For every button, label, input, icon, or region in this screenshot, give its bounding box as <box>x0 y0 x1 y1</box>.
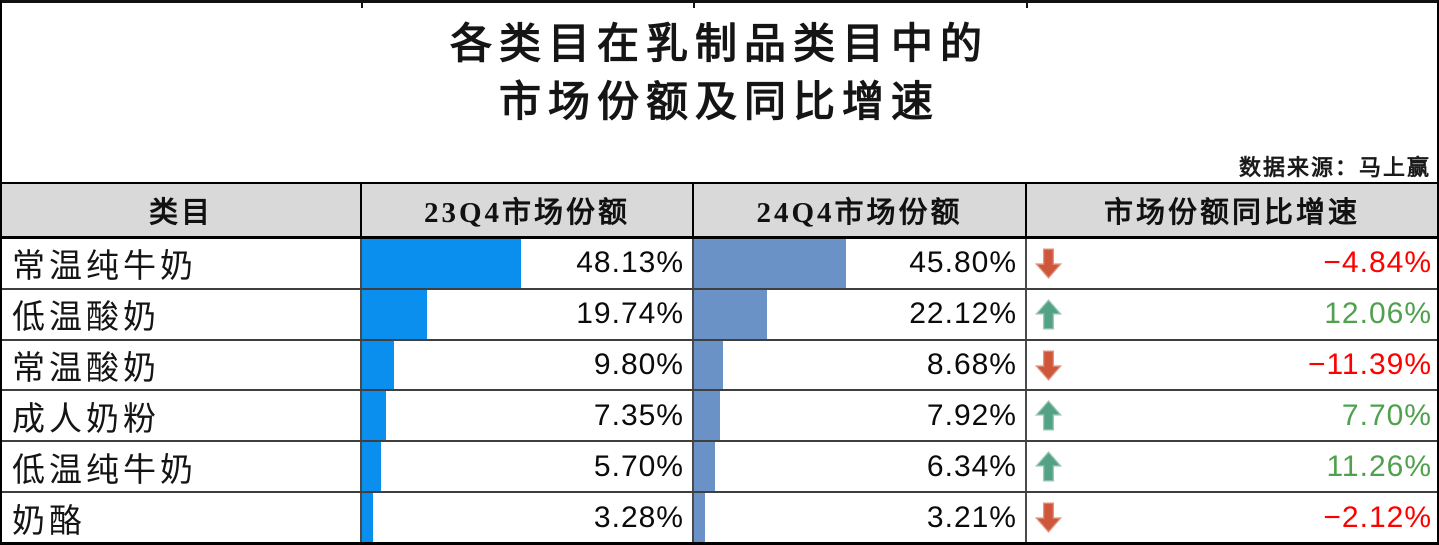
category-cell: 常温纯牛奶 <box>2 239 360 288</box>
growth-value: 11.26% <box>1326 449 1432 483</box>
category-cell: 低温纯牛奶 <box>2 442 360 491</box>
table-row: 低温纯牛奶 5.70% 6.34% 11.26% <box>2 442 1437 494</box>
growth-value: −2.12% <box>1323 500 1432 534</box>
q23-data-bar <box>362 289 428 339</box>
growth-cell: −11.39% <box>1025 340 1437 390</box>
growth-cell: 12.06% <box>1025 289 1437 339</box>
chart-title: 各类目在乳制品类目中的 市场份额及同比增速 <box>2 16 1437 132</box>
q23-share-cell: 5.70% <box>360 442 692 492</box>
top-border-tick <box>361 3 363 8</box>
q24-share-cell: 8.68% <box>692 340 1025 390</box>
table-body: 常温纯牛奶 48.13% 45.80% −4.84% 低温酸奶 19.74% 2… <box>2 239 1437 542</box>
category-label: 低温纯牛奶 <box>12 452 197 489</box>
q24-data-bar <box>694 289 768 339</box>
growth-cell: −2.12% <box>1025 493 1437 542</box>
q23-share-value: 19.74% <box>576 297 684 331</box>
q24-share-cell: 3.21% <box>692 493 1025 542</box>
table-row: 常温纯牛奶 48.13% 45.80% −4.84% <box>2 239 1437 290</box>
chart-title-line2: 市场份额及同比增速 <box>498 80 940 126</box>
growth-value: −4.84% <box>1323 246 1432 280</box>
market-share-table: 类目 23Q4市场份额 24Q4市场份额 市场份额同比增速 常温纯牛奶 48.1… <box>2 182 1437 542</box>
q23-share-cell: 7.35% <box>360 391 692 441</box>
table-row: 低温酸奶 19.74% 22.12% 12.06% <box>2 289 1437 341</box>
growth-value: −11.39% <box>1307 348 1432 382</box>
category-cell: 常温酸奶 <box>2 341 360 390</box>
category-label: 常温酸奶 <box>12 351 160 388</box>
growth-cell: 7.70% <box>1025 391 1437 441</box>
q23-share-cell: 3.28% <box>360 493 692 542</box>
q24-share-cell: 6.34% <box>692 442 1025 492</box>
data-source-label: 数据来源：马上赢 <box>1238 155 1431 180</box>
q23-share-cell: 19.74% <box>360 289 692 339</box>
q24-share-value: 8.68% <box>926 348 1017 382</box>
table-header-row: 类目 23Q4市场份额 24Q4市场份额 市场份额同比增速 <box>2 184 1437 239</box>
q24-share-value: 6.34% <box>926 449 1017 483</box>
category-label: 低温酸奶 <box>12 300 160 337</box>
header-23q4-share: 23Q4市场份额 <box>360 184 692 236</box>
q24-data-bar <box>694 239 846 288</box>
q24-share-cell: 22.12% <box>692 289 1025 339</box>
q23-share-value: 48.13% <box>576 246 684 280</box>
q23-share-cell: 48.13% <box>360 239 692 288</box>
category-label: 成人奶粉 <box>12 401 160 438</box>
up-arrow-icon <box>1034 400 1063 431</box>
q23-data-bar <box>362 442 381 492</box>
q23-share-value: 3.28% <box>593 500 684 534</box>
q24-share-value: 22.12% <box>909 297 1017 331</box>
q24-share-value: 45.80% <box>909 246 1017 280</box>
header-yoy-growth: 市场份额同比增速 <box>1025 184 1437 236</box>
q23-data-bar <box>362 239 521 288</box>
category-label: 常温纯牛奶 <box>12 249 197 286</box>
top-border-tick <box>1026 3 1028 8</box>
table-row: 常温酸奶 9.80% 8.68% −11.39% <box>2 340 1437 392</box>
q23-share-cell: 9.80% <box>360 340 692 390</box>
category-cell: 低温酸奶 <box>2 290 360 339</box>
down-arrow-icon <box>1034 350 1063 381</box>
table-row: 成人奶粉 7.35% 7.92% 7.70% <box>2 391 1437 443</box>
up-arrow-icon <box>1034 298 1063 330</box>
category-label: 奶酪 <box>12 503 86 540</box>
q24-data-bar <box>694 391 721 441</box>
q24-share-cell: 45.80% <box>692 239 1025 288</box>
q23-data-bar <box>362 340 395 390</box>
growth-value: 12.06% <box>1324 297 1432 331</box>
q24-data-bar <box>694 493 705 542</box>
up-arrow-icon <box>1034 451 1063 482</box>
table-row: 奶酪 3.28% 3.21% −2.12% <box>2 493 1437 542</box>
q24-share-cell: 7.92% <box>692 391 1025 441</box>
growth-value: 7.70% <box>1341 398 1432 432</box>
top-border-tick <box>693 3 695 8</box>
header-category: 类目 <box>148 197 213 229</box>
q23-data-bar <box>362 493 373 542</box>
q24-data-bar <box>694 442 715 492</box>
q24-share-value: 7.92% <box>926 398 1017 432</box>
q24-data-bar <box>694 340 723 390</box>
q23-share-value: 5.70% <box>593 449 684 483</box>
growth-cell: −4.84% <box>1025 239 1437 288</box>
q23-data-bar <box>362 391 387 441</box>
category-cell: 成人奶粉 <box>2 391 360 440</box>
q24-share-value: 3.21% <box>926 500 1017 534</box>
q23-share-value: 9.80% <box>593 348 684 382</box>
category-cell: 奶酪 <box>2 493 360 542</box>
down-arrow-icon <box>1034 502 1063 533</box>
header-24q4-share: 24Q4市场份额 <box>692 184 1025 236</box>
q23-share-value: 7.35% <box>593 398 684 432</box>
growth-cell: 11.26% <box>1025 442 1437 492</box>
down-arrow-icon <box>1034 248 1063 279</box>
chart-title-line1: 各类目在乳制品类目中的 <box>449 22 989 68</box>
